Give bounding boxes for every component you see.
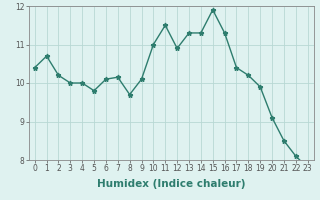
X-axis label: Humidex (Indice chaleur): Humidex (Indice chaleur): [97, 179, 245, 189]
